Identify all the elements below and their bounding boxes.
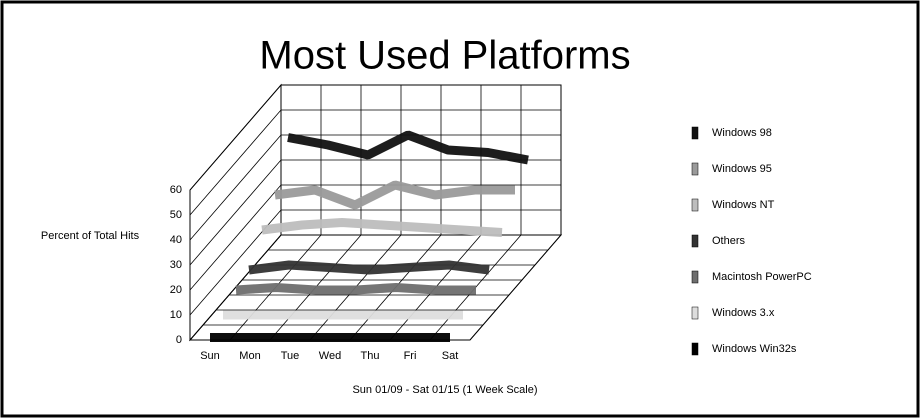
legend-label: Windows 95 [712,163,772,175]
legend-label: Macintosh PowerPC [712,271,812,283]
legend-swatch [691,198,699,212]
legend-label: Windows Win32s [712,343,797,355]
chart-title: Most Used Platforms [259,34,630,78]
x-axis-label: Sun 01/09 - Sat 01/15 (1 Week Scale) [352,384,537,396]
x-tick-label: Thu [361,350,380,362]
legend-label: Windows 3.x [712,307,775,319]
y-axis-label: Percent of Total Hits [40,230,140,242]
legend-swatch [691,234,699,248]
y-tick-label: 40 [170,234,182,246]
y-tick-label: 50 [170,209,182,221]
x-tick-label: Fri [404,350,417,362]
y-axis-label-box: Percent of Total Hits [40,230,140,242]
ribbon [261,218,503,237]
x-tick-label: Tue [281,350,300,362]
x-tick-label: Sun [200,350,220,362]
legend-label: Others [712,235,746,247]
x-tick-label: Wed [319,350,341,362]
ribbon [287,130,529,165]
legend-swatch [691,342,699,356]
ribbon [248,260,490,275]
floor-line [469,234,562,341]
legend-swatch [691,126,699,140]
legend-swatch [691,306,699,320]
y-tick-label: 10 [170,309,182,321]
legend-swatch [691,162,699,176]
legend-swatch [691,270,699,284]
legend-label: Windows NT [712,199,775,211]
y-tick-label: 0 [176,334,182,346]
y-tick-label: 60 [170,184,182,196]
x-tick-label: Mon [239,350,260,362]
x-tick-label: Sat [442,350,459,362]
y-tick-label: 30 [170,259,182,271]
y-tick-label: 20 [170,284,182,296]
legend-label: Windows 98 [712,127,772,139]
floor-line [189,234,282,341]
ribbon [235,283,476,295]
ribbon [274,180,515,210]
